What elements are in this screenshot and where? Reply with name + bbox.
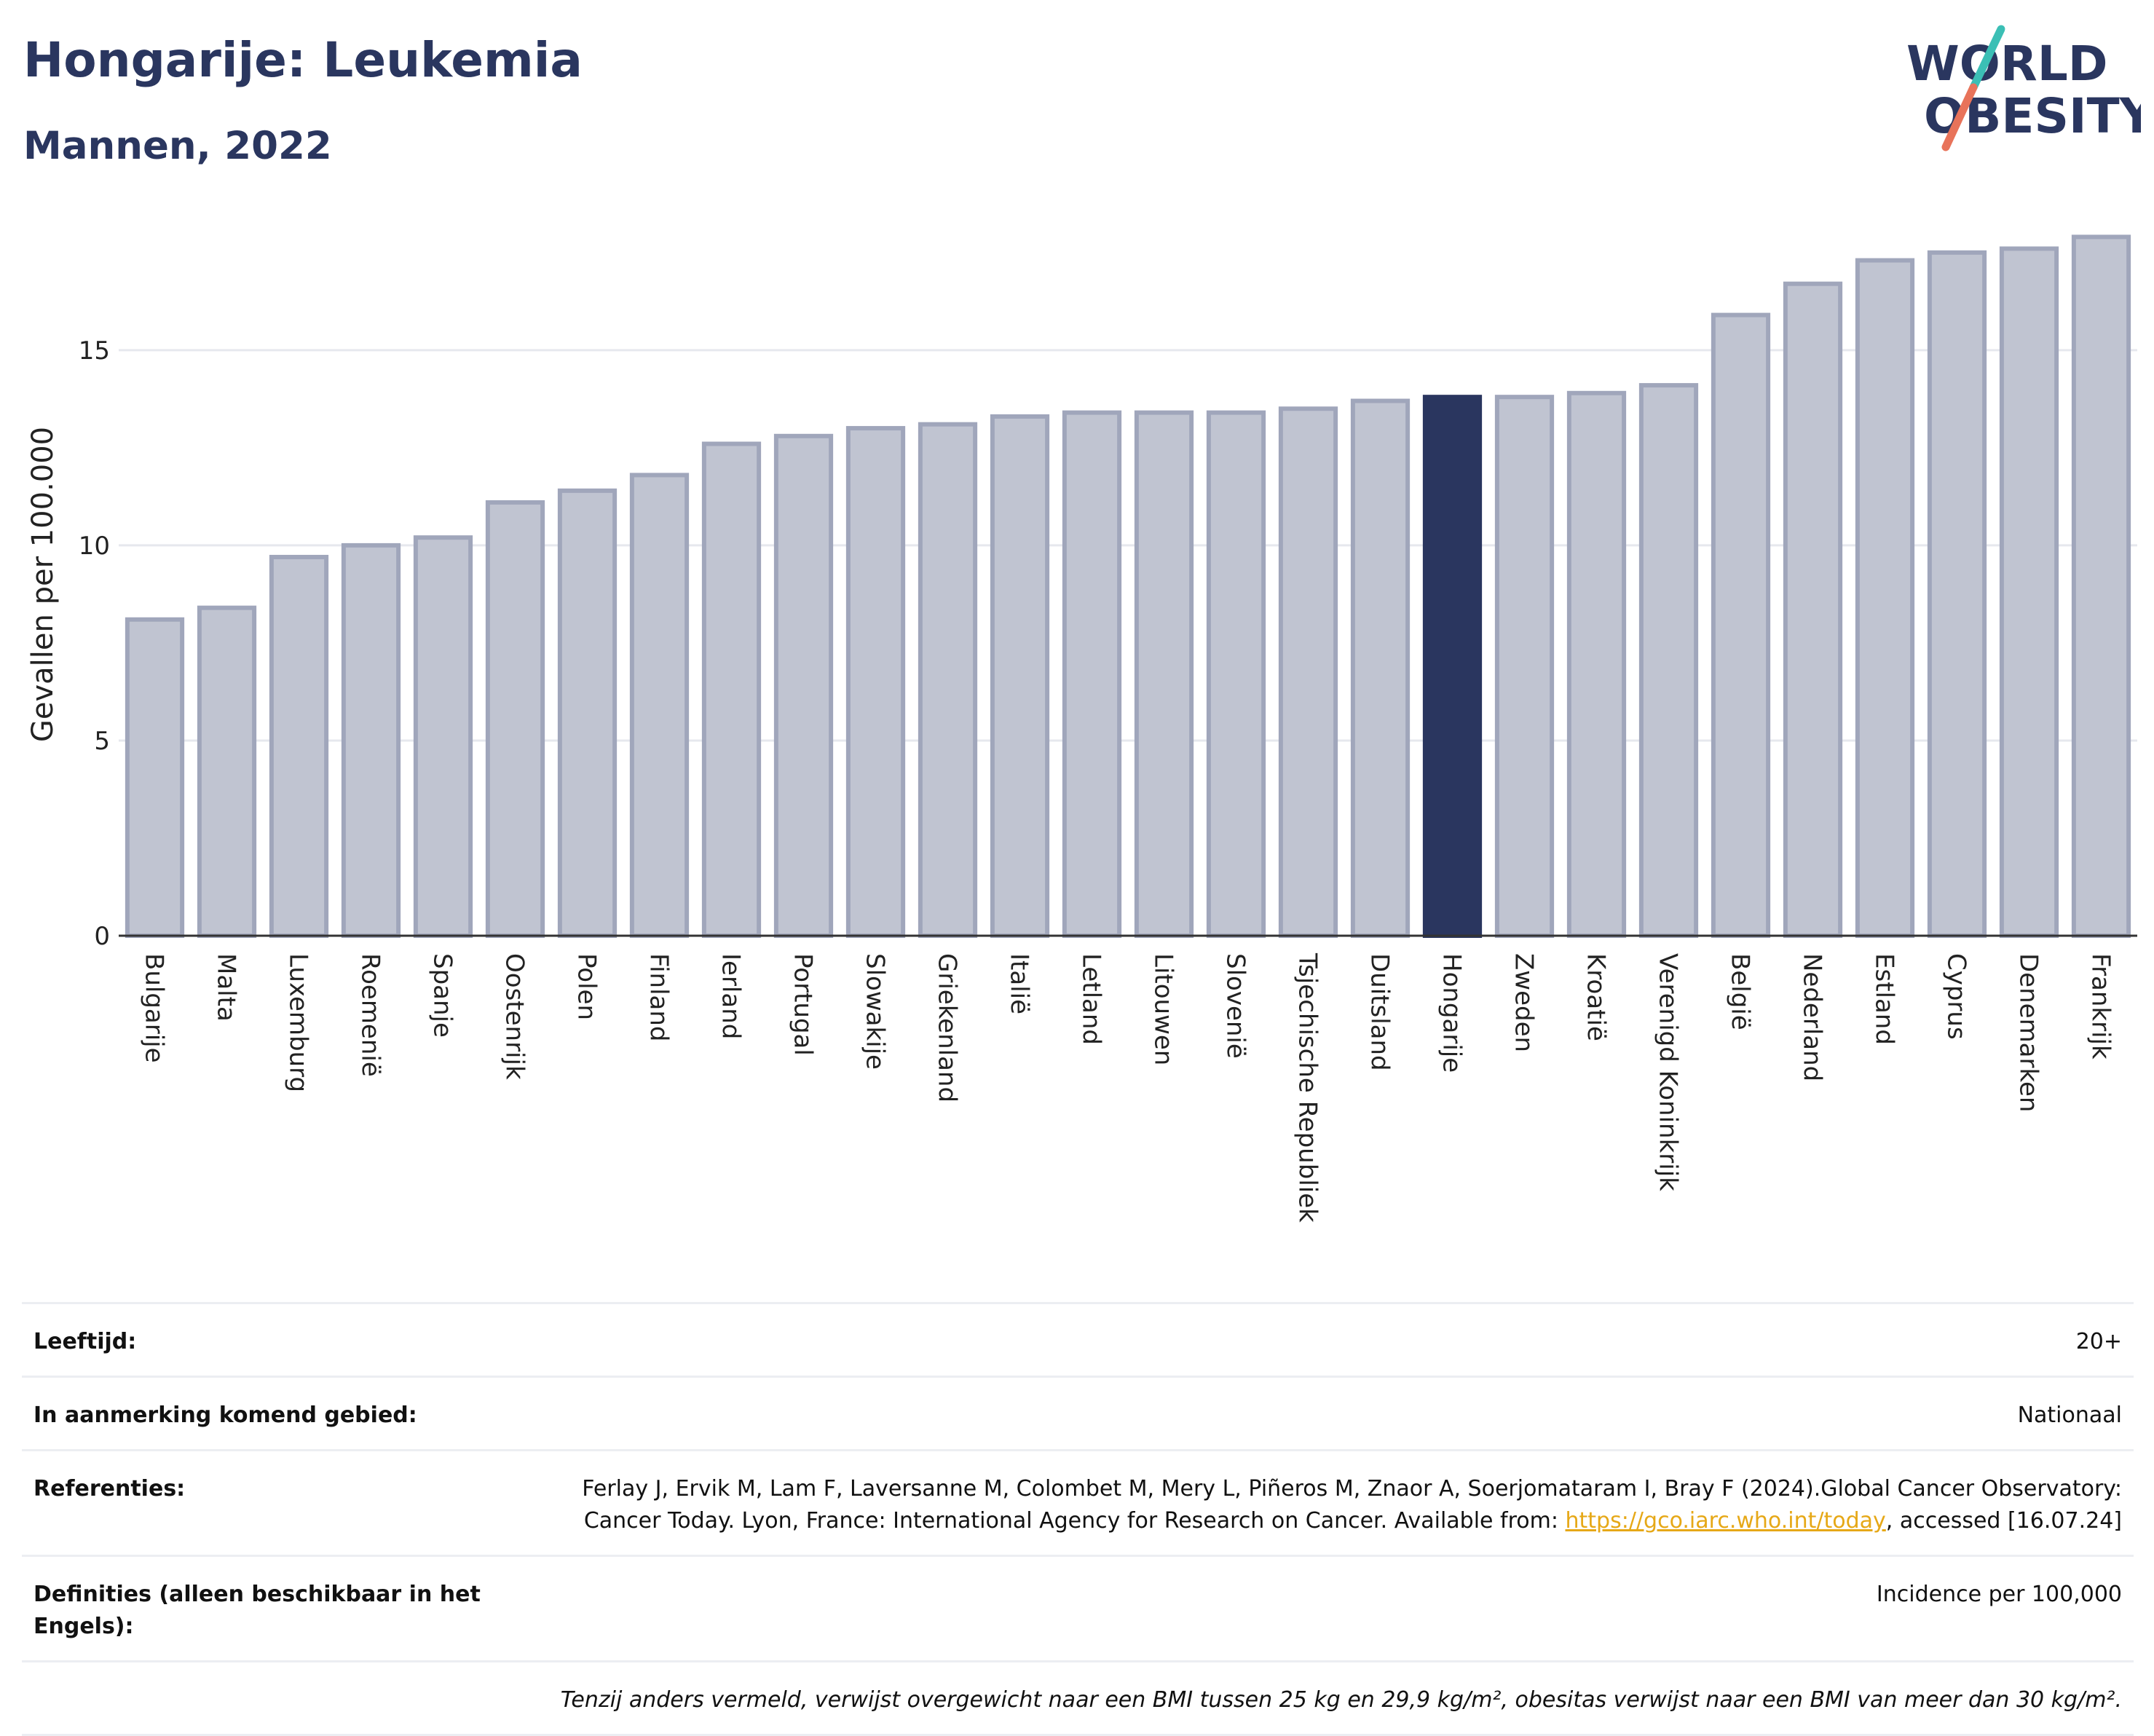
- references-value: Ferlay J, Ervik M, Lam F, Laversanne M, …: [556, 1473, 2122, 1537]
- x-tick-label: Frankrijk: [2086, 953, 2115, 1060]
- x-tick-label: Malta: [212, 953, 241, 1022]
- x-tick-label: Bulgarije: [140, 953, 169, 1063]
- x-tick-label: Letland: [1077, 953, 1106, 1045]
- x-tick-label: Slowakije: [861, 953, 890, 1070]
- logo-text-world: WORLD: [1906, 36, 2108, 92]
- x-tick-label: Finland: [644, 953, 674, 1042]
- info-row-age: Leeftijd: 20+: [22, 1302, 2134, 1376]
- bar: [845, 426, 906, 938]
- x-tick-label: Roemenië: [356, 953, 385, 1077]
- x-tick-label: Ierland: [717, 953, 746, 1039]
- bar: [413, 535, 473, 938]
- references-text-2: , accessed [16.07.24]: [1885, 1508, 2122, 1534]
- info-row-definitions: Definities (alleen beschikbaar in het En…: [22, 1555, 2134, 1660]
- bar: [1927, 250, 1987, 938]
- bar: [1062, 410, 1122, 938]
- bar: [125, 617, 185, 938]
- bar: [269, 554, 329, 938]
- info-row-area: In aanmerking komend gebied: Nationaal: [22, 1376, 2134, 1449]
- x-tick-label: Slovenië: [1221, 953, 1250, 1059]
- logo-slash-coral: [1941, 83, 1978, 151]
- bar: [990, 414, 1050, 938]
- x-tick-label: Cyprus: [1942, 953, 1971, 1040]
- bar: [1999, 246, 2059, 938]
- y-tick-label: 5: [94, 727, 110, 756]
- x-tick-label: Hongarije: [1437, 953, 1467, 1073]
- area-label: In aanmerking komend gebied:: [33, 1402, 417, 1428]
- bar: [341, 542, 401, 938]
- bar: [1855, 258, 1915, 938]
- bar: [1350, 398, 1411, 938]
- bar: [557, 488, 618, 938]
- area-value: Nationaal: [2017, 1402, 2122, 1428]
- bar: [197, 605, 257, 939]
- x-tick-label: Denemarken: [2014, 953, 2043, 1112]
- bar: [918, 422, 978, 938]
- bar: [1206, 410, 1266, 938]
- bar: [1134, 410, 1194, 938]
- bar: [701, 441, 762, 938]
- references-text-1: Ferlay J, Ervik M, Lam F, Laversanne M, …: [582, 1476, 2122, 1534]
- bar: [1711, 312, 1771, 939]
- bar: [629, 473, 690, 938]
- bar: [1783, 281, 1843, 938]
- y-tick-label: 15: [79, 336, 110, 366]
- bar: [2071, 234, 2131, 939]
- y-axis-label: Gevallen per 100.000: [26, 427, 60, 742]
- x-tick-label: Verenigd Koninkrijk: [1654, 953, 1683, 1191]
- age-value: 20+: [2075, 1329, 2122, 1354]
- bar: [1422, 395, 1483, 938]
- info-row-references: Referenties: Ferlay J, Ervik M, Lam F, L…: [22, 1449, 2134, 1555]
- bar-chart: 0 5 10 15 Gevallen per 100.000 Bulgarije Malta…: [26, 234, 2137, 1223]
- y-tick-label: 0: [94, 922, 110, 951]
- info-table: Leeftijd: 20+ In aanmerking komend gebie…: [22, 1302, 2134, 1736]
- x-tick-label: Portugal: [789, 953, 818, 1056]
- x-tick-label: Griekenland: [933, 953, 962, 1102]
- references-label: Referenties:: [33, 1476, 186, 1502]
- definitions-label: Definities (alleen beschikbaar in het En…: [33, 1582, 481, 1639]
- info-row-note: Tenzij anders vermeld, verwijst overgewi…: [22, 1660, 2134, 1736]
- x-tick-label: België: [1726, 953, 1755, 1030]
- logo-slash-teal: [1969, 25, 2005, 92]
- x-tick-label: Polen: [572, 953, 601, 1020]
- bar: [1494, 395, 1555, 938]
- x-tick-label: Nederland: [1798, 953, 1827, 1081]
- x-tick-label: Duitsland: [1365, 953, 1394, 1071]
- bar: [1278, 406, 1338, 938]
- page-subtitle: Mannen, 2022: [23, 124, 332, 168]
- bar: [1638, 383, 1699, 938]
- x-tick-label: Tsjechische Republiek: [1293, 952, 1322, 1223]
- y-tick-label: 10: [79, 532, 110, 561]
- definitions-value: Incidence per 100,000: [1876, 1582, 2122, 1607]
- bar: [1566, 390, 1627, 938]
- age-label: Leeftijd:: [33, 1329, 137, 1354]
- x-tick-label: Oostenrijk: [500, 953, 529, 1080]
- references-link[interactable]: https://gco.iarc.who.int/today: [1565, 1508, 1886, 1534]
- page-title: Hongarije: Leukemia: [23, 32, 583, 88]
- footnote: Tenzij anders vermeld, verwijst overgewi…: [560, 1687, 2122, 1713]
- bar: [485, 500, 545, 938]
- x-tick-label: Litouwen: [1149, 953, 1178, 1065]
- x-tick-label: Zweden: [1510, 953, 1539, 1052]
- x-tick-label: Italië: [1005, 953, 1034, 1014]
- x-tick-label: Luxemburg: [284, 953, 313, 1092]
- x-tick-label: Estland: [1870, 953, 1899, 1045]
- bar: [773, 433, 834, 938]
- world-obesity-logo: WORLD OBESITY: [1906, 25, 2141, 151]
- x-tick-label: Kroatië: [1582, 953, 1611, 1041]
- x-tick-label: Spanje: [428, 953, 457, 1038]
